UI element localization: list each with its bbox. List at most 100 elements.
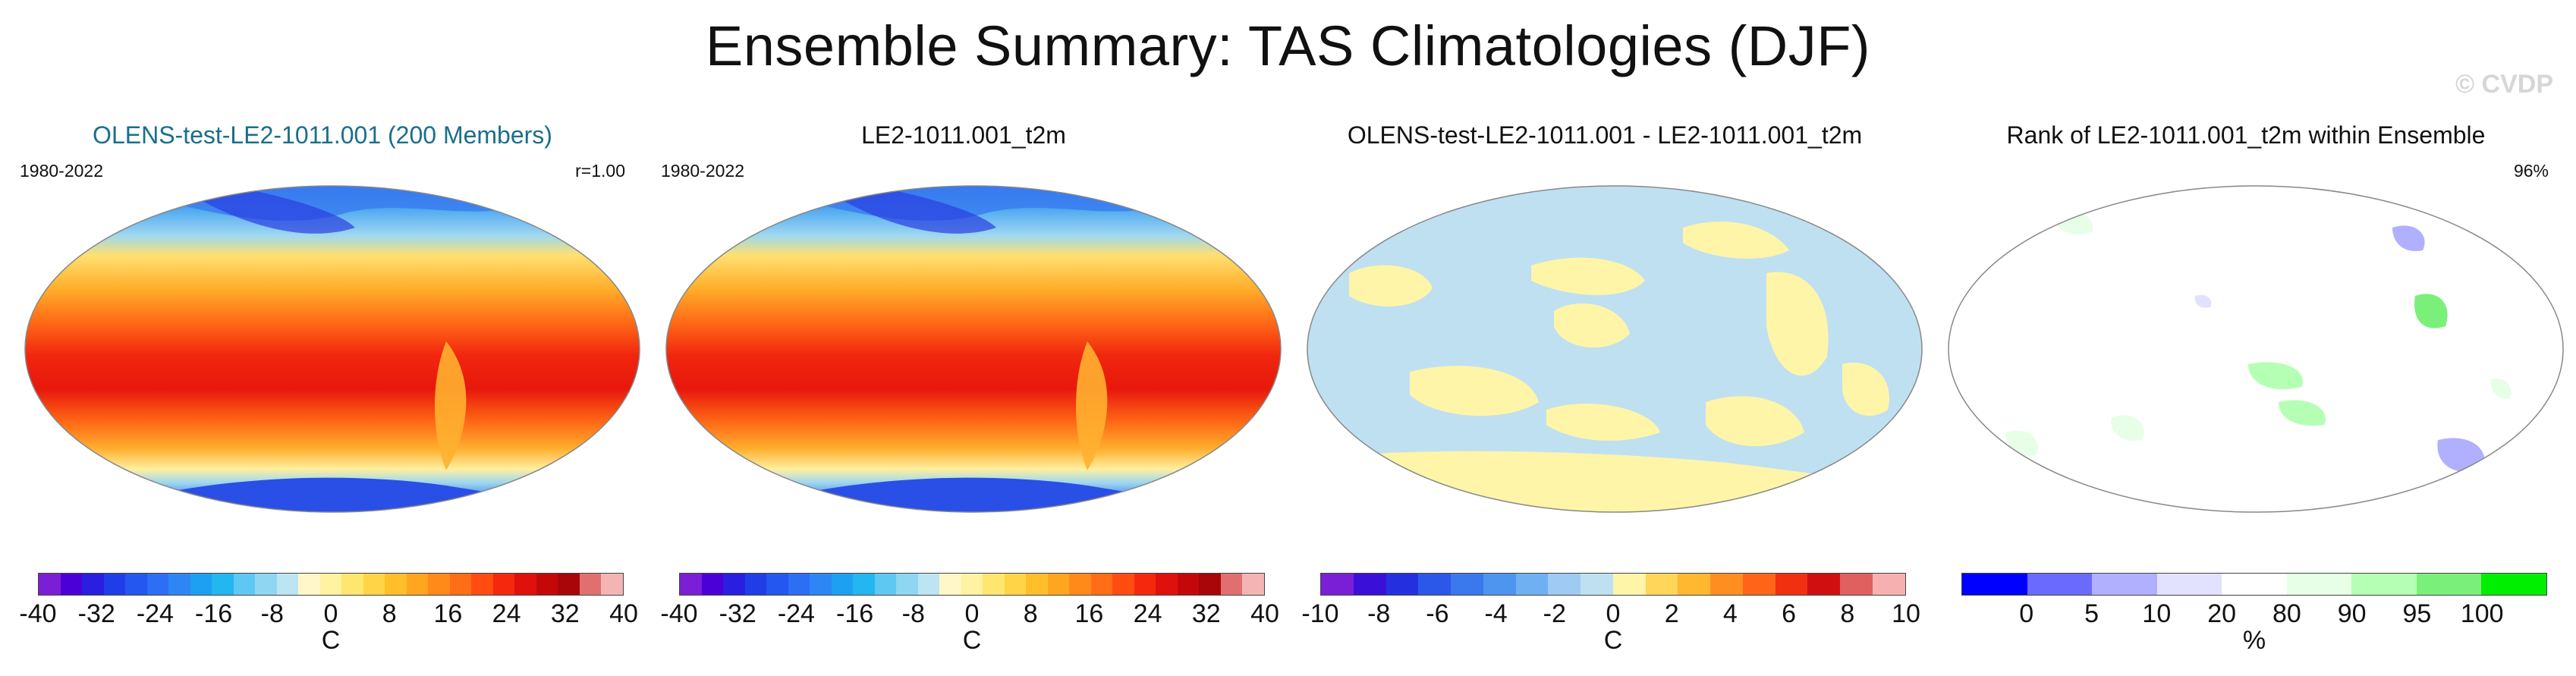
figure-title: Ensemble Summary: TAS Climatologies (DJF… <box>705 14 1871 77</box>
colorbar-tick-label: -8 <box>260 599 284 628</box>
colorbar-tick-label: 4 <box>1722 599 1738 628</box>
colorbar-swatch <box>2222 574 2287 595</box>
colorbar-swatch <box>2286 574 2352 595</box>
panel-ensemble-mean: OLENS-test-LE2-1011.001 (200 Members) 19… <box>8 114 640 660</box>
colorbar-swatch <box>1775 574 1808 595</box>
colorbar-swatch <box>1807 574 1841 595</box>
map-rank <box>1948 185 2564 513</box>
colorbar-tick-label: 16 <box>433 599 463 628</box>
map-difference <box>1307 185 1923 513</box>
colorbar-swatch <box>1026 574 1048 595</box>
colorbar-swatch <box>701 574 724 595</box>
colorbar-swatch <box>744 574 767 595</box>
rank-colorbar <box>1961 573 2547 596</box>
colorbar-tick-label: 8 <box>382 599 397 628</box>
colorbar-swatch <box>723 574 745 595</box>
colorbar-swatch <box>1134 574 1156 595</box>
colorbar-swatch <box>1840 574 1873 595</box>
watermark: © CVDP <box>2455 70 2553 99</box>
colorbar-tick-labels: 0 5 10 20 80 90 95 100 <box>1961 599 2547 630</box>
colorbar-swatch <box>579 574 602 595</box>
colorbar-tick-label: -40 <box>660 599 698 628</box>
colorbar-tick-label: 2 <box>1664 599 1679 628</box>
panel-title: OLENS-test-LE2-1011.001 - LE2-1011.001_t… <box>1347 121 1863 149</box>
colorbar-tick-label: 10 <box>2142 599 2172 628</box>
colorbar-swatch <box>2351 574 2417 595</box>
colorbar-tick-label: 8 <box>1840 599 1855 628</box>
colorbar-swatch <box>428 574 450 595</box>
colorbar-tick-label: 90 <box>2337 599 2367 628</box>
colorbar-swatch <box>276 574 299 595</box>
colorbar-swatch <box>471 574 493 595</box>
colorbar-swatch <box>1047 574 1070 595</box>
colorbar-swatch <box>103 574 126 595</box>
colorbar-tick-label: 6 <box>1782 599 1797 628</box>
colorbar-swatch <box>1873 574 1905 595</box>
colorbar-tick-label: -24 <box>777 599 815 628</box>
colorbar-tick-label: 20 <box>2207 599 2237 628</box>
colorbar-swatch <box>1353 574 1386 595</box>
colorbar-tick-label: -40 <box>19 599 57 628</box>
colorbar-tick-label: 24 <box>492 599 521 628</box>
colorbar-swatch <box>536 574 558 595</box>
colorbar-swatch <box>853 574 875 595</box>
colorbar-unit-label: % <box>2242 626 2266 655</box>
colorbar-tick-label: 32 <box>1191 599 1221 628</box>
colorbar-tick-label: 80 <box>2272 599 2301 628</box>
colorbar-swatch <box>680 574 702 595</box>
colorbar-tick-label: -8 <box>1367 599 1391 628</box>
colorbar-swatch <box>341 574 363 595</box>
map-ensemble-mean <box>24 185 640 513</box>
colorbar-swatch <box>1548 574 1581 595</box>
colorbar-swatch <box>1199 574 1221 595</box>
colorbar-tick-label: -24 <box>136 599 174 628</box>
colorbar-tick-label: 40 <box>1250 599 1279 628</box>
colorbar-swatch <box>1090 574 1113 595</box>
colorbar-swatch <box>2416 574 2482 595</box>
colorbar-swatch <box>2092 574 2157 595</box>
colorbar-swatch <box>1156 574 1178 595</box>
colorbar-swatch <box>1612 574 1646 595</box>
colorbar-swatch <box>146 574 169 595</box>
panel-title: OLENS-test-LE2-1011.001 (200 Members) <box>93 121 552 149</box>
panel-difference: OLENS-test-LE2-1011.001 - LE2-1011.001_t… <box>1290 114 1923 660</box>
colorbar-tick-label: 0 <box>323 599 338 628</box>
colorbar-tick-labels: -10 -8 -6 -4 -2 0 2 4 6 8 10 <box>1301 599 1920 630</box>
colorbar-swatch <box>60 574 83 595</box>
colorbar-swatch <box>1177 574 1200 595</box>
colorbar-swatch <box>1581 574 1613 595</box>
colorbar-unit-label: C <box>962 626 982 655</box>
colorbar-tick-label: -2 <box>1543 599 1566 628</box>
colorbar-swatch <box>233 574 256 595</box>
colorbar-swatch <box>961 574 983 595</box>
colorbar-swatch <box>1515 574 1549 595</box>
colorbar-swatch <box>1645 574 1678 595</box>
colorbar-swatch <box>82 574 104 595</box>
colorbar-swatch <box>896 574 918 595</box>
colorbar-swatch <box>939 574 961 595</box>
colorbar-swatch <box>1321 574 1354 595</box>
colorbar-swatch <box>917 574 940 595</box>
colorbar-tick-label: 100 <box>2460 599 2504 628</box>
colorbar-swatch <box>492 574 515 595</box>
colorbar-tick-label: 10 <box>1892 599 1920 628</box>
colorbar-tick-label: 95 <box>2402 599 2432 628</box>
colorbar-swatch <box>1962 574 2027 595</box>
colorbar-swatch <box>1483 574 1516 595</box>
colorbar-swatch <box>558 574 580 595</box>
colorbar-swatch <box>601 574 623 595</box>
colorbar-tick-label: 0 <box>1606 599 1621 628</box>
colorbar-tick-label: -32 <box>77 599 115 628</box>
colorbar-unit-label: C <box>321 626 341 655</box>
colorbar-swatch <box>1220 574 1243 595</box>
colorbar-swatch <box>1242 574 1264 595</box>
colorbar-swatch <box>1418 574 1452 595</box>
colorbar-swatch <box>190 574 212 595</box>
colorbar-tick-label: 32 <box>550 599 580 628</box>
colorbar-swatch <box>514 574 536 595</box>
colorbar-swatch <box>2027 574 2093 595</box>
colorbar-tick-label: 8 <box>1023 599 1038 628</box>
pattern-correlation-label: r=1.00 <box>575 161 625 181</box>
colorbar-tick-label: 0 <box>2019 599 2034 628</box>
colorbar-swatch <box>1004 574 1027 595</box>
